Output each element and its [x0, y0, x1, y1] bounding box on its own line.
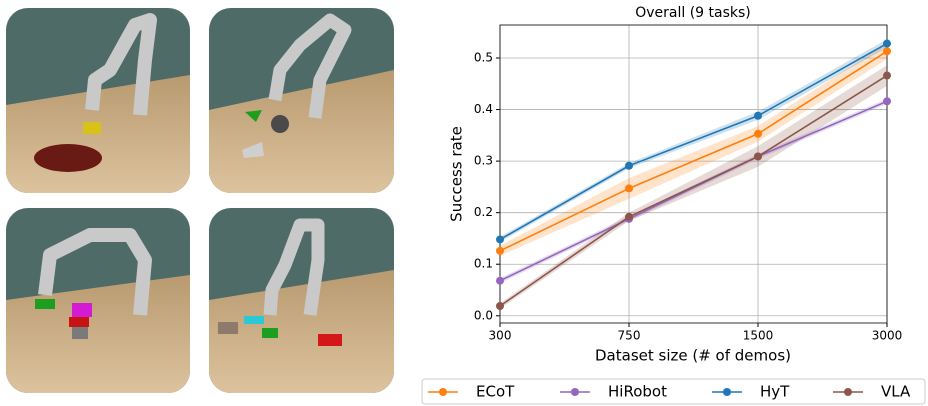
data-point — [883, 47, 891, 55]
legend-marker — [439, 388, 447, 396]
object — [35, 299, 55, 309]
chart-title: Overall (9 tasks) — [635, 5, 751, 21]
data-point — [496, 247, 504, 255]
figure: Overall (9 tasks) Success rate Dataset s… — [0, 0, 928, 406]
robot-scene — [6, 8, 190, 193]
object — [244, 316, 264, 324]
data-point — [625, 162, 633, 170]
object — [83, 122, 101, 134]
plate — [34, 144, 102, 172]
y-tick-label: 0.3 — [474, 154, 493, 168]
object — [271, 115, 289, 133]
data-point — [883, 40, 891, 48]
x-tick-label: 750 — [618, 329, 641, 343]
x-tick-label: 1500 — [743, 329, 774, 343]
data-point — [754, 112, 762, 120]
legend-label: HyT — [760, 383, 790, 401]
robot-scene — [209, 8, 394, 193]
data-point — [754, 152, 762, 160]
robot-scene — [209, 208, 394, 393]
data-point — [496, 235, 504, 243]
data-point — [883, 72, 891, 80]
axes-frame — [500, 25, 887, 323]
y-tick-label: 0.5 — [474, 50, 493, 64]
data-point — [496, 302, 504, 310]
object — [218, 322, 238, 334]
plot-area: 0.0 0.1 0.2 0.3 0.4 0.5 300 750 1500 3000 — [474, 25, 902, 343]
y-tick-label: 0.4 — [474, 102, 493, 116]
x-tick-label: 300 — [489, 329, 512, 343]
legend-marker — [844, 388, 852, 396]
robot-scene — [6, 208, 190, 393]
legend-marker — [571, 388, 579, 396]
object — [318, 334, 342, 346]
x-axis-label: Dataset size (# of demos) — [595, 347, 791, 365]
object — [262, 328, 278, 338]
data-point — [496, 277, 504, 285]
legend-label: HiRobot — [608, 383, 667, 401]
page: Overall (9 tasks) Success rate Dataset s… — [0, 0, 928, 406]
y-tick-label: 0.0 — [474, 308, 493, 322]
object — [72, 303, 92, 317]
object — [72, 327, 88, 339]
data-point — [754, 130, 762, 138]
legend-label: VLA — [881, 383, 911, 401]
x-tick-label: 3000 — [872, 329, 903, 343]
legend-marker — [723, 388, 731, 396]
data-point — [625, 184, 633, 192]
y-tick-label: 0.2 — [474, 205, 493, 219]
object — [69, 317, 89, 327]
data-point — [625, 213, 633, 221]
data-point — [883, 97, 891, 105]
y-axis-label: Success rate — [448, 126, 466, 222]
y-tick-label: 0.1 — [474, 257, 493, 271]
legend-label: ECoT — [476, 383, 515, 401]
